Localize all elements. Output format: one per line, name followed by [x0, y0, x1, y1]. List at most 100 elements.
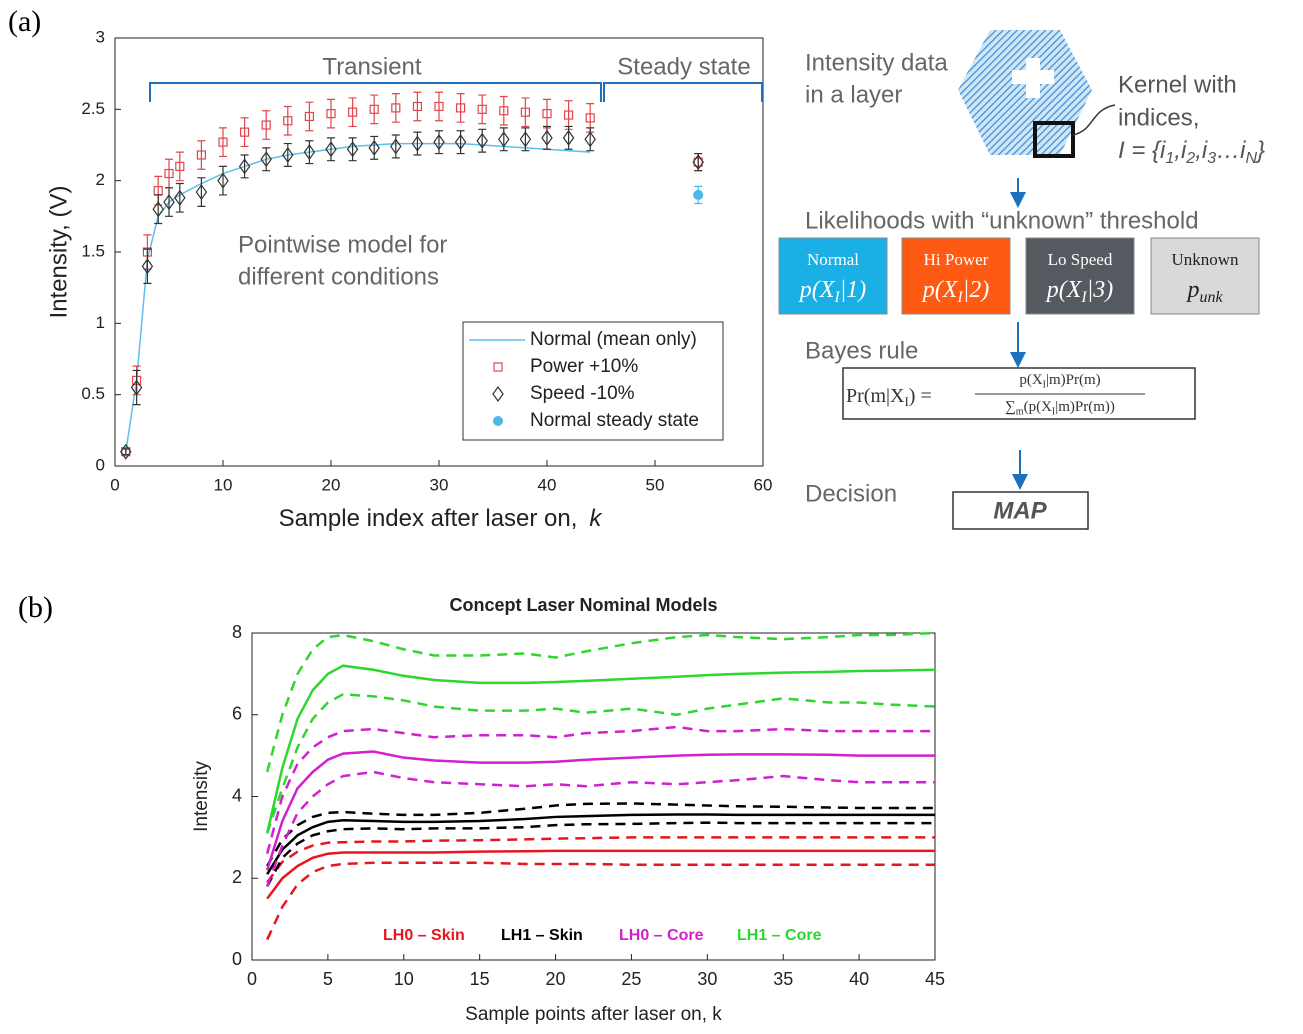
plot-area: [252, 633, 935, 960]
y-tick-label: 3: [96, 27, 105, 46]
model-formula: p(XI|3): [1045, 277, 1114, 306]
decision-title: Decision: [805, 480, 897, 507]
x-axis-label: Sample points after laser on, k: [465, 1004, 722, 1025]
x-tick-label: 30: [430, 475, 449, 494]
models: Normal p(XI|1) Hi Power p(XI|2) Lo Speed p(XI…: [779, 238, 1259, 314]
text-part: ∑: [1005, 399, 1016, 415]
y-tick-label: 0: [232, 949, 242, 969]
legend-label: Power +10%: [530, 356, 638, 377]
subscript: 3: [1207, 150, 1216, 167]
legend-label: Normal steady state: [530, 410, 699, 431]
text-part: Pr(m|X: [846, 385, 905, 407]
text-part: |m)Pr(m)): [1055, 399, 1115, 415]
decision: MAP: [993, 497, 1047, 524]
text-part: ) =: [909, 385, 932, 407]
x-tick-label: 45: [925, 969, 945, 989]
x-tick-label: 5: [323, 969, 333, 989]
annotation: Transient: [322, 53, 421, 80]
x-tick-label: 40: [538, 475, 557, 494]
likelihood-title: Likelihoods with “unknown” threshold: [805, 207, 1199, 234]
y-tick-label: 2: [96, 170, 105, 189]
subscript: unk: [1199, 289, 1223, 306]
legend-label: LH1 – Skin: [501, 927, 583, 944]
model-name: Hi Power: [924, 250, 989, 269]
subscript: N: [1245, 150, 1257, 167]
legend-label: Speed -10%: [530, 383, 635, 404]
y-tick-label: 1: [96, 313, 105, 332]
legend-label: LH0 – Core: [619, 927, 704, 944]
kernel-label: Kernel with: [1118, 71, 1237, 98]
annotation: Steady state: [617, 53, 750, 80]
legend-label: LH0 – Skin: [383, 927, 465, 944]
text-part: p(X: [798, 277, 836, 303]
text-part: p(X: [921, 277, 959, 303]
y-tick-label: 1.5: [81, 241, 105, 260]
text-part: |1): [840, 277, 867, 303]
text-part: |2): [963, 277, 990, 303]
y-axis-label: Intensity: [191, 761, 212, 832]
subscript: 1: [1165, 150, 1174, 167]
x-tick-label: 20: [322, 475, 341, 494]
chart: 0 5 10 15 20 25 30 35 40 45 0 2 4 6 8 Intensity Concept …: [191, 595, 945, 1025]
x-tick-label: 20: [546, 969, 566, 989]
layer-label: in a layer: [805, 81, 902, 108]
x-axis-label-symbol: k: [589, 505, 603, 532]
text-part: (p(X: [1024, 399, 1052, 415]
model-formula: p(XI|1): [798, 277, 867, 306]
layer-label: Intensity data: [805, 49, 948, 76]
legend: Normal (mean only) Power +10% Speed -10% No…: [463, 322, 723, 440]
panel-label: (a): [8, 5, 41, 38]
x-axis-label: Sample index after laser on, k: [279, 505, 604, 532]
y-tick-label: 0.5: [81, 384, 105, 403]
y-tick-label: 6: [232, 704, 242, 724]
text-part: I = {i: [1118, 137, 1166, 164]
legend-label: Normal (mean only): [530, 329, 697, 350]
x-tick-label: 0: [110, 475, 119, 494]
model-name: Unknown: [1171, 250, 1239, 269]
x-tick-label: 10: [214, 475, 233, 494]
text-part: |m)Pr(m): [1046, 372, 1101, 388]
x-tick-label: 10: [394, 969, 414, 989]
x-tick-label: 60: [754, 475, 773, 494]
bayes-title: Bayes rule: [805, 337, 918, 364]
legend-label: LH1 – Core: [737, 927, 822, 944]
x-tick-label: 15: [470, 969, 490, 989]
x-tick-label: 0: [247, 969, 257, 989]
text-part: p(X: [1045, 277, 1083, 303]
x-tick-label: 40: [849, 969, 869, 989]
text-part: p: [1185, 277, 1199, 303]
text-part: p(X: [1019, 372, 1042, 388]
y-tick-label: 8: [232, 622, 242, 642]
y-axis-label: Intensity, (V): [45, 186, 72, 319]
text-part: …i: [1216, 137, 1246, 164]
y-tick-label: 4: [232, 785, 242, 805]
x-tick-label: 25: [621, 969, 641, 989]
bayes-lhs: Pr(m|XI) =: [846, 385, 932, 409]
text-part: ,i: [1195, 137, 1208, 164]
chart-title: Concept Laser Nominal Models: [449, 595, 717, 615]
text-part: |3): [1087, 277, 1114, 303]
marker: [493, 416, 503, 426]
x-axis-label-text: Sample index after laser on,: [279, 505, 578, 532]
panel-label: (b): [18, 591, 53, 624]
model-name: Lo Speed: [1048, 250, 1113, 269]
x-tick-label: 35: [773, 969, 793, 989]
annotation: different conditions: [238, 263, 439, 290]
x-tick-label: 30: [697, 969, 717, 989]
x-tick-label: 50: [646, 475, 665, 494]
annotation: Pointwise model for: [238, 231, 447, 258]
marker: [693, 190, 703, 200]
kernel-label: indices,: [1118, 104, 1199, 131]
y-tick-label: 2: [232, 867, 242, 887]
kernel-set: I = {i1,i2,i3…iN}: [1118, 137, 1265, 167]
text-part: }: [1255, 137, 1265, 164]
text-part: ,i: [1174, 137, 1187, 164]
page: {"panel_labels":["(a)","(b)"], "chart_da…: [0, 0, 1303, 1034]
model-name: Normal: [807, 250, 859, 269]
model-formula: p(XI|2): [921, 277, 990, 306]
figure: (a) (b) Intensity data in a layer Kernel…: [0, 0, 1303, 1029]
subscript: 2: [1185, 150, 1195, 167]
diagram: Intensity data in a layer Kernel with in…: [779, 30, 1265, 529]
bayes-numerator: p(XI|m)Pr(m): [1019, 372, 1100, 390]
